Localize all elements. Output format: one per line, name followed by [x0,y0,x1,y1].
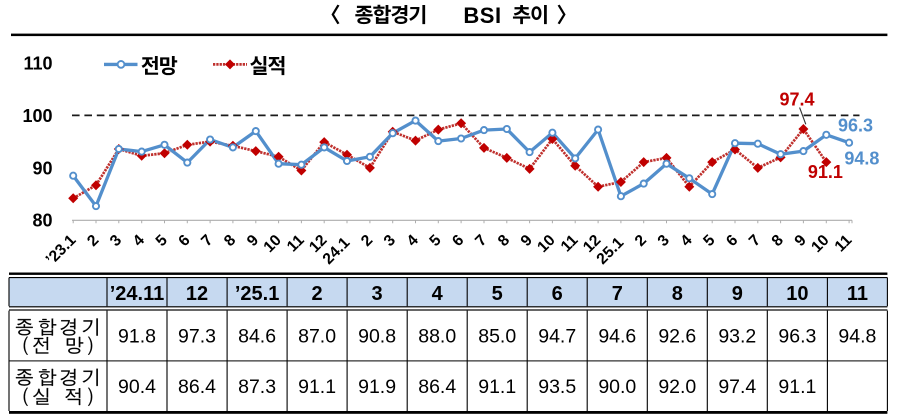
svg-text:93.2: 93.2 [718,326,756,348]
svg-text:86.4: 86.4 [418,376,456,398]
svg-text:92.6: 92.6 [658,326,696,348]
svg-text:91.1: 91.1 [808,162,843,182]
svg-text:97.4: 97.4 [718,376,756,398]
svg-text:6: 6 [552,283,563,305]
svg-text:96.3: 96.3 [778,326,816,348]
svg-text:87.3: 87.3 [238,376,276,398]
svg-text:12: 12 [186,283,208,305]
svg-text:91.8: 91.8 [118,326,156,348]
svg-text:11: 11 [847,283,868,305]
svg-text:96.3: 96.3 [838,115,873,135]
svg-text:97.3: 97.3 [178,326,216,348]
svg-text:90.8: 90.8 [358,326,396,348]
svg-text:91.1: 91.1 [478,376,516,398]
svg-text:91.1: 91.1 [778,376,816,398]
svg-text:94.7: 94.7 [538,326,576,348]
svg-text:100: 100 [22,106,52,126]
svg-text:91.1: 91.1 [298,376,336,398]
svg-text:BSI: BSI [463,3,501,28]
svg-text:9: 9 [732,283,743,305]
svg-text:7: 7 [612,283,623,305]
svg-text:110: 110 [23,53,52,73]
svg-text:84.6: 84.6 [238,326,276,348]
svg-text:92.0: 92.0 [658,376,696,398]
svg-text:8: 8 [672,283,683,305]
svg-text:10: 10 [786,283,808,305]
svg-text:94.8: 94.8 [844,149,879,169]
svg-text:91.9: 91.9 [358,376,396,398]
svg-text:2: 2 [312,283,323,305]
svg-text:97.4: 97.4 [779,89,814,109]
svg-text:90.4: 90.4 [118,376,156,398]
svg-text:93.5: 93.5 [538,376,576,398]
svg-text:88.0: 88.0 [418,326,456,348]
svg-text:5: 5 [492,283,503,305]
svg-text:85.0: 85.0 [478,326,516,348]
svg-text:4: 4 [432,283,444,305]
svg-text:90.0: 90.0 [598,376,636,398]
svg-text:90: 90 [32,158,52,178]
svg-text:80: 80 [32,211,52,231]
svg-text:94.8: 94.8 [838,326,876,348]
svg-text:3: 3 [372,283,383,305]
svg-text:87.0: 87.0 [298,326,336,348]
svg-text:’25.1: ’25.1 [235,283,279,305]
svg-text:86.4: 86.4 [178,376,216,398]
svg-text:’24.11: ’24.11 [110,283,165,305]
svg-text:94.6: 94.6 [598,326,636,348]
